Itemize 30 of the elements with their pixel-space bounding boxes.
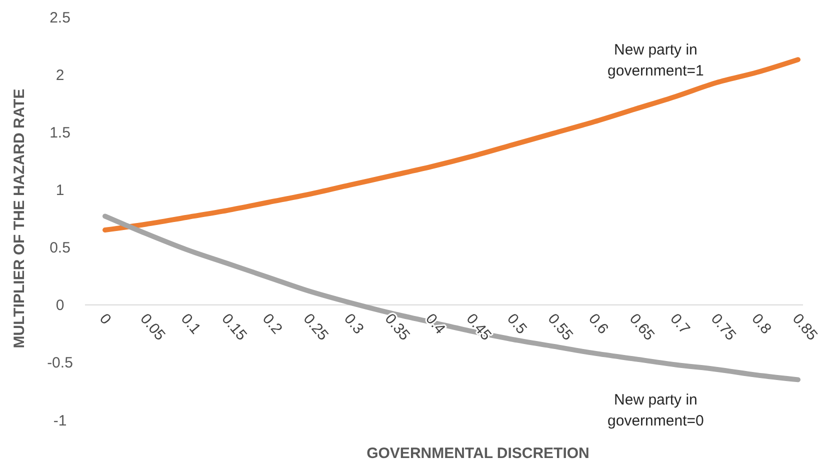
- y-tick-label: 1.5: [50, 124, 70, 142]
- y-tick-label: -0.5: [47, 354, 73, 372]
- x-tick-label: 0.5: [504, 310, 530, 338]
- x-tick-label: 0.3: [340, 310, 367, 338]
- series-label: New party in government=0: [608, 392, 704, 430]
- x-tick-label: 0.1: [177, 310, 204, 338]
- x-tick-label: 0.4: [422, 310, 448, 338]
- series-label: New party in government=1: [608, 41, 704, 80]
- x-tick-label: 0.45: [462, 310, 495, 344]
- x-tick-label: 0.75: [707, 310, 740, 344]
- x-tick-label: 0.7: [666, 310, 694, 338]
- x-tick-label: 0.15: [218, 310, 250, 344]
- x-tick-label: 0.25: [300, 310, 332, 344]
- x-tick-label: 0: [96, 310, 114, 328]
- x-tick-label: 0.6: [585, 310, 612, 338]
- x-tick-label: 0.05: [136, 310, 168, 344]
- x-tick-label: 0.35: [381, 310, 414, 344]
- x-tick-label: 0.8: [748, 310, 775, 338]
- y-tick-label: -1: [53, 412, 67, 430]
- y-tick-label: 1: [56, 182, 64, 199]
- y-tick-label: 0: [56, 297, 64, 314]
- x-axis-title: GOVERNMENTAL DISCRETION: [366, 445, 590, 462]
- y-tick-label: 2.5: [50, 9, 70, 26]
- y-tick-label: 0.5: [50, 240, 70, 257]
- x-tick-label: 0.55: [544, 310, 576, 344]
- x-tick-label: 0.2: [258, 310, 286, 338]
- y-tick-label: 2: [56, 66, 64, 84]
- x-tick-label: 0.85: [788, 310, 821, 344]
- y-axis-title: MULTIPLIER OF THE HAZARD RATE: [11, 88, 28, 348]
- x-tick-label: 0.65: [626, 310, 658, 344]
